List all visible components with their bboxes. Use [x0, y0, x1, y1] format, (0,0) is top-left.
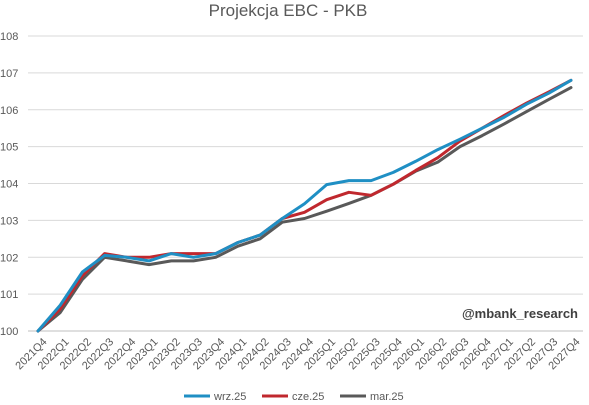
gridlines [28, 35, 583, 332]
y-tick-label: 104 [0, 179, 18, 191]
watermark-label: @mbank_research [462, 306, 578, 321]
y-tick-label: 103 [0, 215, 18, 227]
legend: wrz.25 cze.25 mar.25 [184, 391, 404, 403]
y-tick-label: 105 [0, 142, 18, 154]
legend-label-cze.25: cze.25 [292, 391, 324, 403]
series-line-cze.25 [36, 78, 573, 333]
x-axis-tick-labels: 2021Q42022Q12022Q22022Q32022Q42023Q12023… [13, 336, 582, 372]
y-tick-label: 107 [0, 68, 18, 80]
y-tick-label: 100 [0, 326, 18, 338]
y-tick-label: 102 [0, 252, 18, 264]
y-tick-label: 108 [0, 31, 18, 43]
chart-title: Projekcja EBC - PKB [209, 1, 368, 20]
series-lines [36, 78, 573, 333]
y-tick-label: 106 [0, 105, 18, 117]
series-line-wrz.25 [36, 78, 573, 333]
legend-label-mar.25: mar.25 [370, 391, 404, 403]
y-axis-tick-labels: 100 101 102 103 104 105 106 107 108 [0, 31, 18, 338]
series-line-mar.25 [36, 86, 573, 333]
y-tick-label: 101 [0, 289, 18, 301]
legend-label-wrz.25: wrz.25 [213, 391, 246, 403]
